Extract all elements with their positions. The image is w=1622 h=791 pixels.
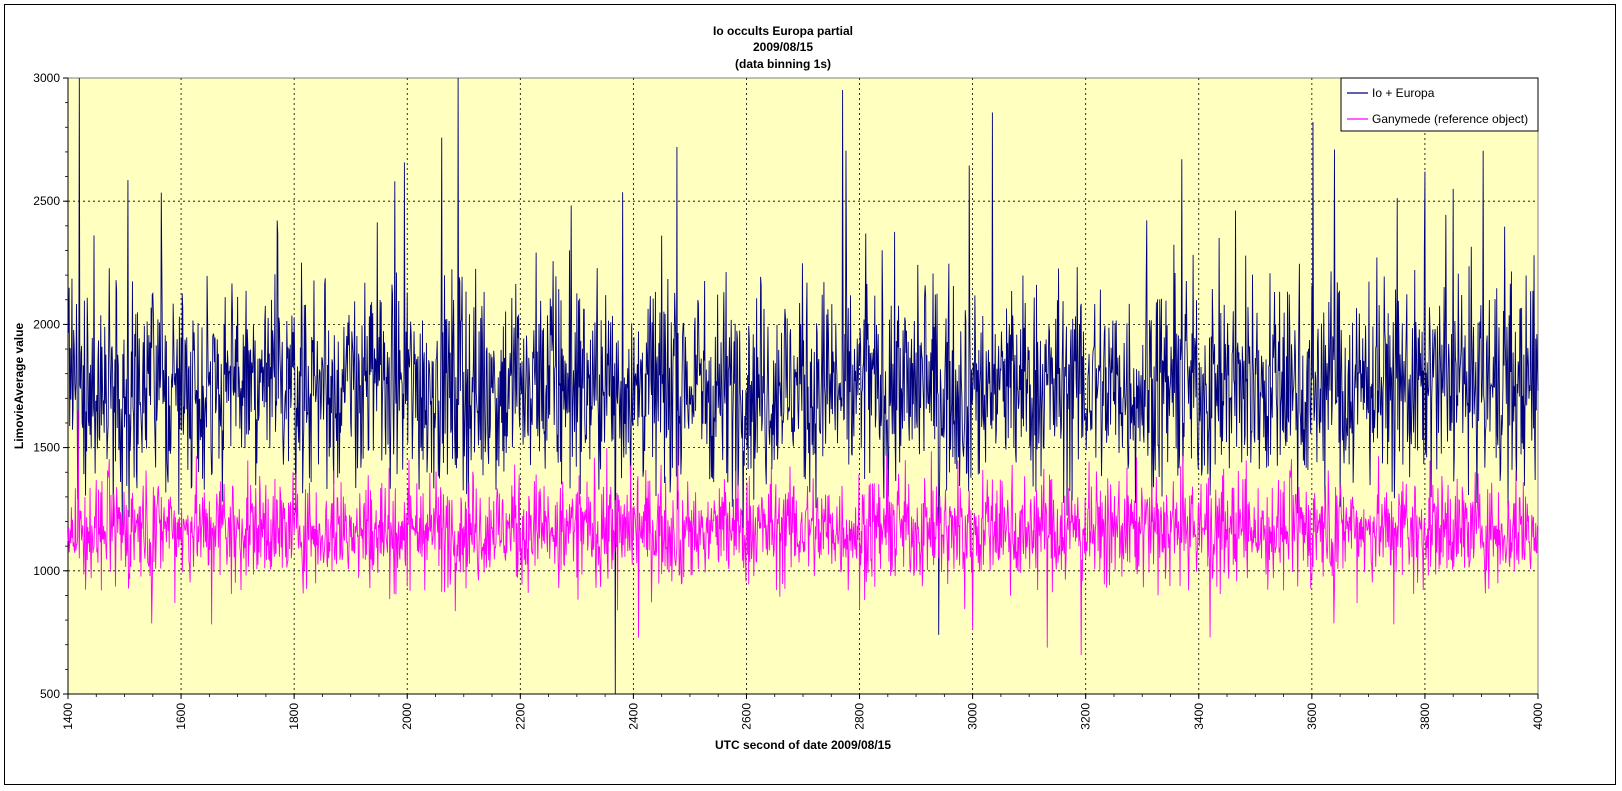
x-tick-label: 2600 xyxy=(739,703,753,730)
chart-title-line-1: Io occults Europa partial xyxy=(713,24,853,38)
legend-box xyxy=(1340,77,1539,132)
x-tick-label: 1600 xyxy=(174,703,188,730)
y-tick-label: 1500 xyxy=(33,441,60,455)
legend: Io + Europa Ganymede (reference object) xyxy=(1340,77,1539,132)
x-tick-label: 3400 xyxy=(1192,703,1206,730)
x-tick-label: 1800 xyxy=(287,703,301,730)
y-tick-label: 500 xyxy=(40,687,60,701)
x-tick-label: 2800 xyxy=(853,703,867,730)
series-line-io-europa xyxy=(67,77,1539,695)
y-tick-label: 3000 xyxy=(33,71,60,85)
x-tick-label: 1400 xyxy=(61,703,75,730)
series-line-ganymede xyxy=(67,410,1539,656)
chart-title-line-3: (data binning 1s) xyxy=(735,57,831,71)
y-tick-label: 2500 xyxy=(33,194,60,208)
series-layer xyxy=(67,77,1539,695)
axes: 500 1000 1500 2000 2500 3000 1400 1600 1800 2000 2… xyxy=(33,71,1545,730)
x-tick-label: 3800 xyxy=(1418,703,1432,730)
x-tick-label: 2400 xyxy=(626,703,640,730)
legend-label-ganymede: Ganymede (reference object) xyxy=(1372,112,1528,126)
x-tick-label: 4000 xyxy=(1531,703,1545,730)
y-tick-label: 1000 xyxy=(33,564,60,578)
x-tick-label: 3200 xyxy=(1079,703,1093,730)
x-tick-label: 2200 xyxy=(513,703,527,730)
chart-title: Io occults Europa partial 2009/08/15 (da… xyxy=(713,24,853,71)
y-tick-label: 2000 xyxy=(33,317,60,331)
x-tick-label: 3000 xyxy=(966,703,980,730)
y-axis-title: LimovieAverage value xyxy=(12,323,26,450)
x-axis-title: UTC second of date 2009/08/15 xyxy=(715,738,891,752)
chart-title-line-2: 2009/08/15 xyxy=(753,40,813,54)
x-tick-label: 2000 xyxy=(400,703,414,730)
x-tick-label: 3600 xyxy=(1305,703,1319,730)
legend-label-io-europa: Io + Europa xyxy=(1372,86,1435,100)
